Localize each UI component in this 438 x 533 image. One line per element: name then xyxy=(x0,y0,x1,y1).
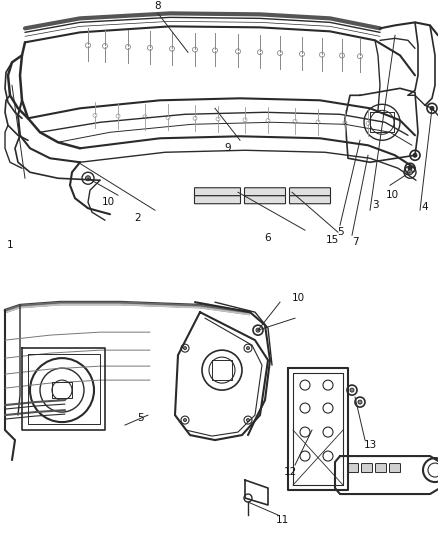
Text: 11: 11 xyxy=(276,515,289,525)
Circle shape xyxy=(247,346,250,350)
Text: 10: 10 xyxy=(291,293,304,303)
Circle shape xyxy=(256,328,260,332)
Circle shape xyxy=(184,346,187,350)
FancyBboxPatch shape xyxy=(290,196,331,204)
Text: 4: 4 xyxy=(422,202,428,212)
FancyBboxPatch shape xyxy=(347,464,358,473)
Circle shape xyxy=(350,388,354,392)
Text: 10: 10 xyxy=(102,197,115,207)
Circle shape xyxy=(407,169,413,175)
Text: 3: 3 xyxy=(372,200,378,210)
Text: 1: 1 xyxy=(7,240,13,250)
FancyBboxPatch shape xyxy=(361,464,372,473)
Circle shape xyxy=(184,418,187,422)
Text: 12: 12 xyxy=(283,467,297,477)
FancyBboxPatch shape xyxy=(244,196,286,204)
Text: 5: 5 xyxy=(137,413,143,423)
Circle shape xyxy=(408,166,412,170)
Text: 5: 5 xyxy=(337,227,343,237)
FancyBboxPatch shape xyxy=(194,196,240,204)
Text: 2: 2 xyxy=(135,213,141,223)
Circle shape xyxy=(358,400,362,404)
FancyBboxPatch shape xyxy=(290,188,331,196)
Text: 13: 13 xyxy=(364,440,377,450)
Circle shape xyxy=(85,176,91,181)
Circle shape xyxy=(413,154,417,157)
Circle shape xyxy=(430,106,434,110)
FancyBboxPatch shape xyxy=(375,464,386,473)
Text: 10: 10 xyxy=(385,190,399,200)
Circle shape xyxy=(247,418,250,422)
Text: 8: 8 xyxy=(155,2,161,11)
Text: 6: 6 xyxy=(265,233,271,243)
FancyBboxPatch shape xyxy=(194,188,240,196)
Text: 15: 15 xyxy=(325,235,339,245)
FancyBboxPatch shape xyxy=(389,464,400,473)
Text: 7: 7 xyxy=(352,237,358,247)
FancyBboxPatch shape xyxy=(244,188,286,196)
Text: 9: 9 xyxy=(225,143,231,154)
